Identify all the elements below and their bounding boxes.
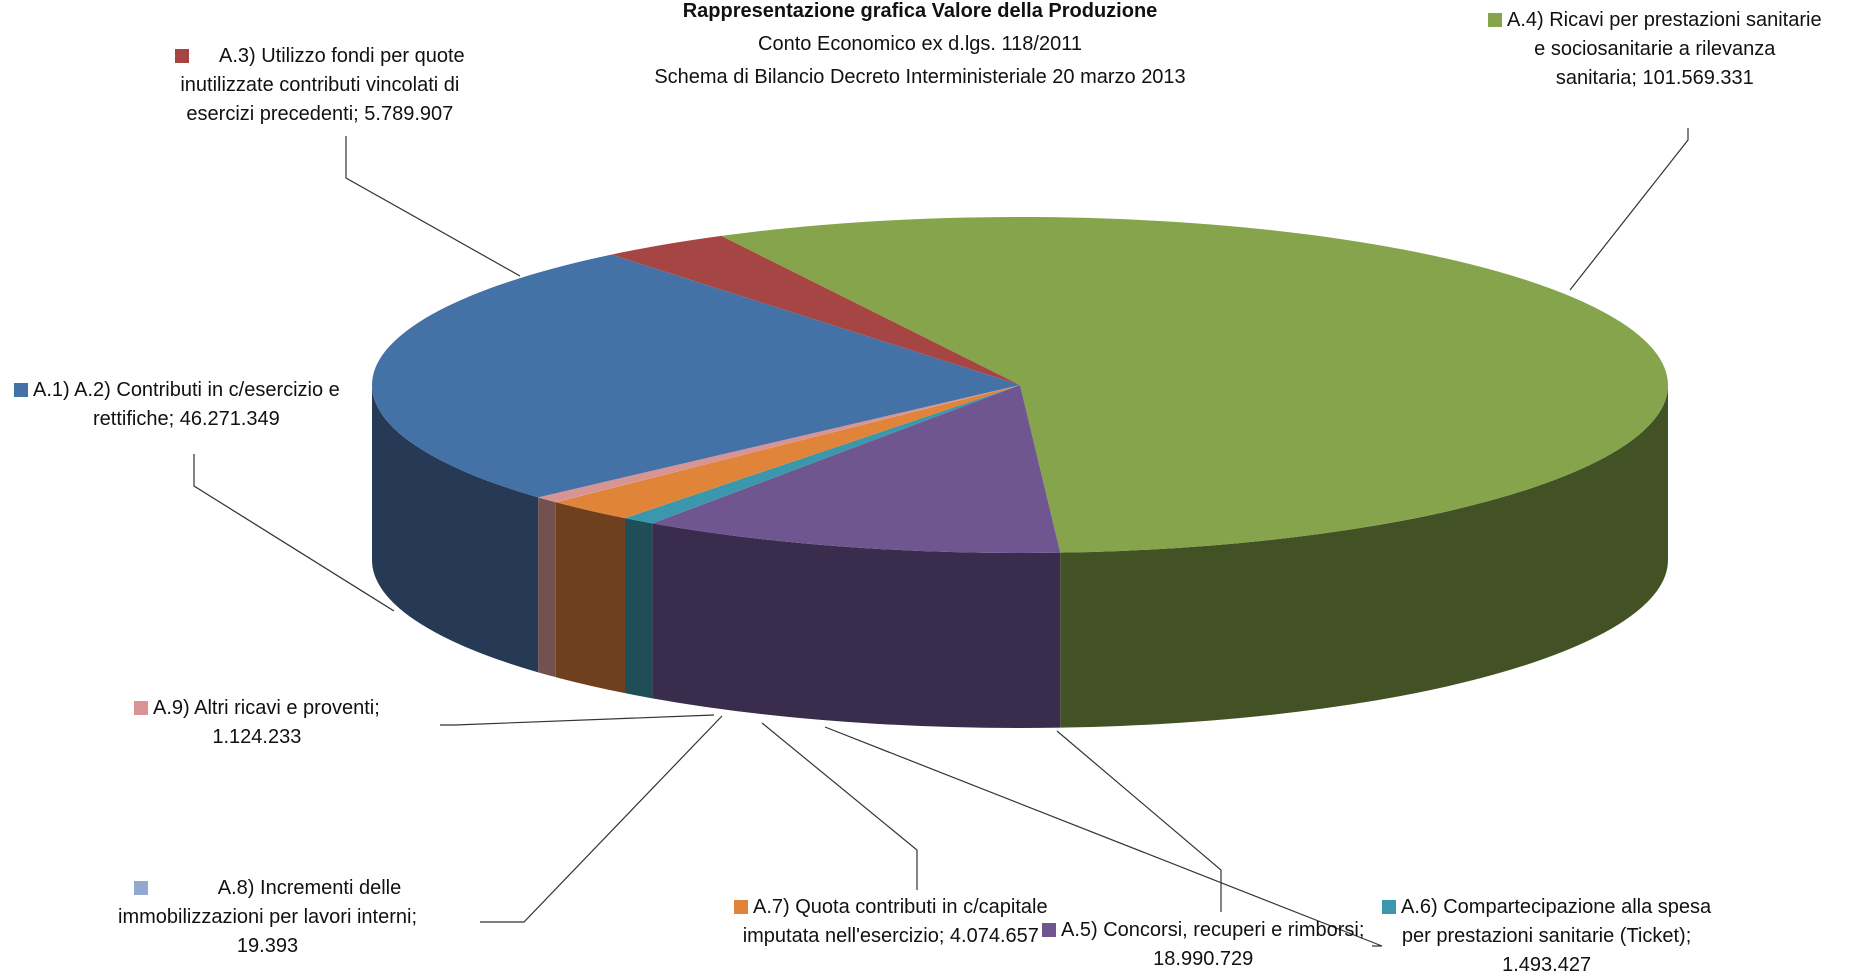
swatch-a9: [134, 701, 148, 715]
data-label-a9: A.9) Altri ricavi e proventi; 1.124.233: [134, 694, 380, 752]
swatch-a6: [1382, 900, 1396, 914]
leader-line-a5: [1057, 731, 1221, 912]
data-label-a7: A.7) Quota contributi in c/capitale impu…: [734, 893, 1048, 951]
pie-side-a6: [625, 518, 652, 698]
data-label-a1-a2: A.1) A.2) Contributi in c/esercizio e re…: [14, 376, 340, 434]
swatch-a8: [134, 881, 148, 895]
leader-line-a8: [480, 716, 722, 922]
swatch-a3: [175, 49, 189, 63]
leader-line-a3: [346, 136, 520, 276]
pie-side-a9: [538, 497, 555, 677]
chart-subtitle-1: Conto Economico ex d.lgs. 118/2011: [500, 33, 1340, 56]
swatch-a1-a2: [14, 383, 28, 397]
leader-line-a9: [440, 715, 714, 725]
leader-line-a7: [762, 723, 917, 890]
data-label-a4: A.4) Ricavi per prestazioni sanitarie e …: [1488, 6, 1822, 93]
leader-line-a4: [1570, 128, 1688, 290]
chart-subtitle-2: Schema di Bilancio Decreto Interminister…: [500, 66, 1340, 89]
data-label-a6: A.6) Compartecipazione alla spesa per pr…: [1382, 893, 1711, 980]
pie-side-a5: [652, 523, 1060, 728]
swatch-a4: [1488, 13, 1502, 27]
pie-tops: [372, 217, 1668, 553]
swatch-a7: [734, 900, 748, 914]
data-label-a3: A.3) Utilizzo fondi per quote inutilizza…: [175, 42, 465, 129]
swatch-a5: [1042, 923, 1056, 937]
data-label-a5: A.5) Concorsi, recuperi e rimborsi; 18.9…: [1042, 916, 1364, 974]
chart-title: Rappresentazione grafica Valore della Pr…: [500, 0, 1340, 23]
data-label-a8: A.8) Incrementi delle immobilizzazioni p…: [118, 874, 417, 961]
pie-side-a7: [556, 502, 625, 693]
leader-line-a1: [194, 454, 394, 611]
